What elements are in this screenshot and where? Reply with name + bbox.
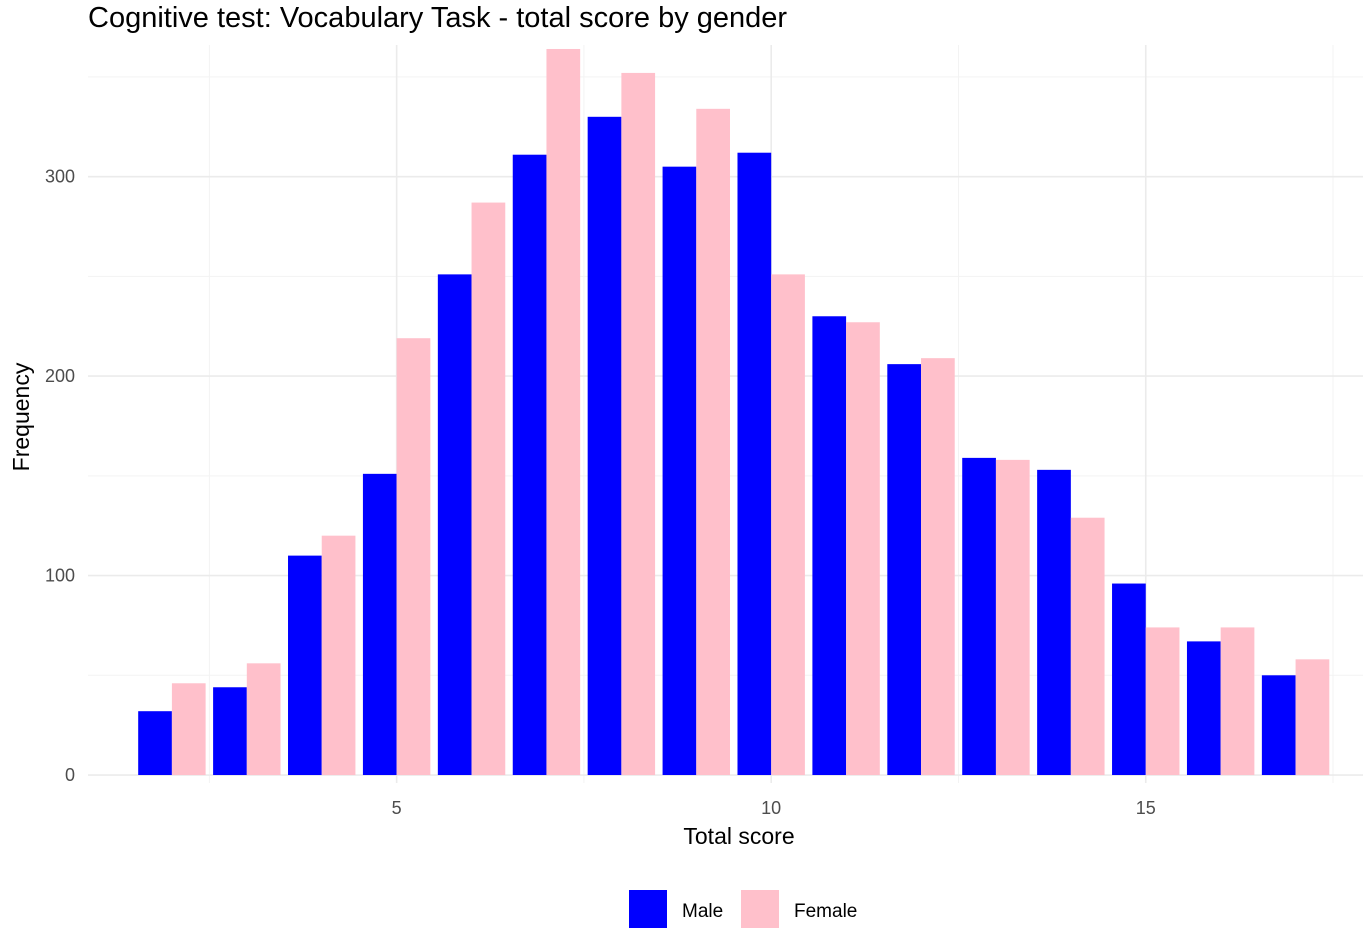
bar-male-12 bbox=[887, 364, 922, 776]
legend-key-female bbox=[741, 890, 779, 928]
bar-male-7 bbox=[512, 154, 547, 776]
y-tick-labels: 0 100 200 300 bbox=[45, 167, 75, 785]
legend: Male Female bbox=[629, 890, 857, 928]
x-tick-label: 5 bbox=[392, 798, 402, 818]
bar-female-2 bbox=[171, 683, 206, 776]
bar-female-4 bbox=[321, 535, 356, 776]
bar-male-13 bbox=[962, 457, 996, 776]
bar-male-3 bbox=[213, 687, 247, 776]
bar-female-15 bbox=[1145, 627, 1180, 776]
x-tick-label: 10 bbox=[761, 798, 781, 818]
bar-female-14 bbox=[1070, 517, 1105, 776]
bar-male-9 bbox=[662, 166, 697, 776]
bar-female-8 bbox=[621, 72, 656, 776]
bar-female-11 bbox=[846, 322, 880, 776]
bar-female-13 bbox=[995, 459, 1030, 776]
y-tick-label: 200 bbox=[45, 366, 75, 386]
y-axis-title: Frequency bbox=[8, 362, 34, 471]
bar-female-17 bbox=[1295, 659, 1330, 776]
y-tick-label: 300 bbox=[45, 167, 75, 187]
bar-female-5 bbox=[396, 338, 431, 776]
legend-label-male: Male bbox=[682, 901, 723, 922]
bar-male-4 bbox=[288, 555, 322, 776]
bar-female-3 bbox=[246, 663, 281, 776]
y-tick-label: 0 bbox=[65, 765, 75, 785]
x-tick-labels: 5 10 15 bbox=[392, 798, 1156, 818]
bar-male-11 bbox=[812, 316, 847, 776]
x-tick-label: 15 bbox=[1136, 798, 1156, 818]
bar-female-10 bbox=[771, 274, 805, 776]
bars-group bbox=[138, 48, 1330, 776]
bar-male-15 bbox=[1112, 583, 1146, 776]
bar-male-6 bbox=[437, 274, 472, 776]
legend-key-male bbox=[629, 890, 667, 928]
bar-male-17 bbox=[1261, 675, 1296, 776]
x-axis-title: Total score bbox=[683, 823, 794, 849]
bar-male-2 bbox=[138, 711, 172, 776]
chart-title: Cognitive test: Vocabulary Task - total … bbox=[88, 2, 787, 34]
bar-female-9 bbox=[696, 108, 730, 776]
bar-male-5 bbox=[362, 473, 397, 776]
legend-label-female: Female bbox=[794, 901, 857, 922]
bar-male-8 bbox=[587, 116, 622, 776]
bar-female-12 bbox=[921, 358, 955, 776]
bar-female-16 bbox=[1220, 627, 1255, 776]
y-tick-label: 100 bbox=[45, 566, 75, 586]
bar-female-7 bbox=[546, 48, 581, 776]
bar-male-10 bbox=[737, 152, 772, 776]
bar-female-6 bbox=[471, 202, 506, 776]
bar-male-14 bbox=[1037, 469, 1071, 776]
bar-male-16 bbox=[1186, 641, 1221, 776]
